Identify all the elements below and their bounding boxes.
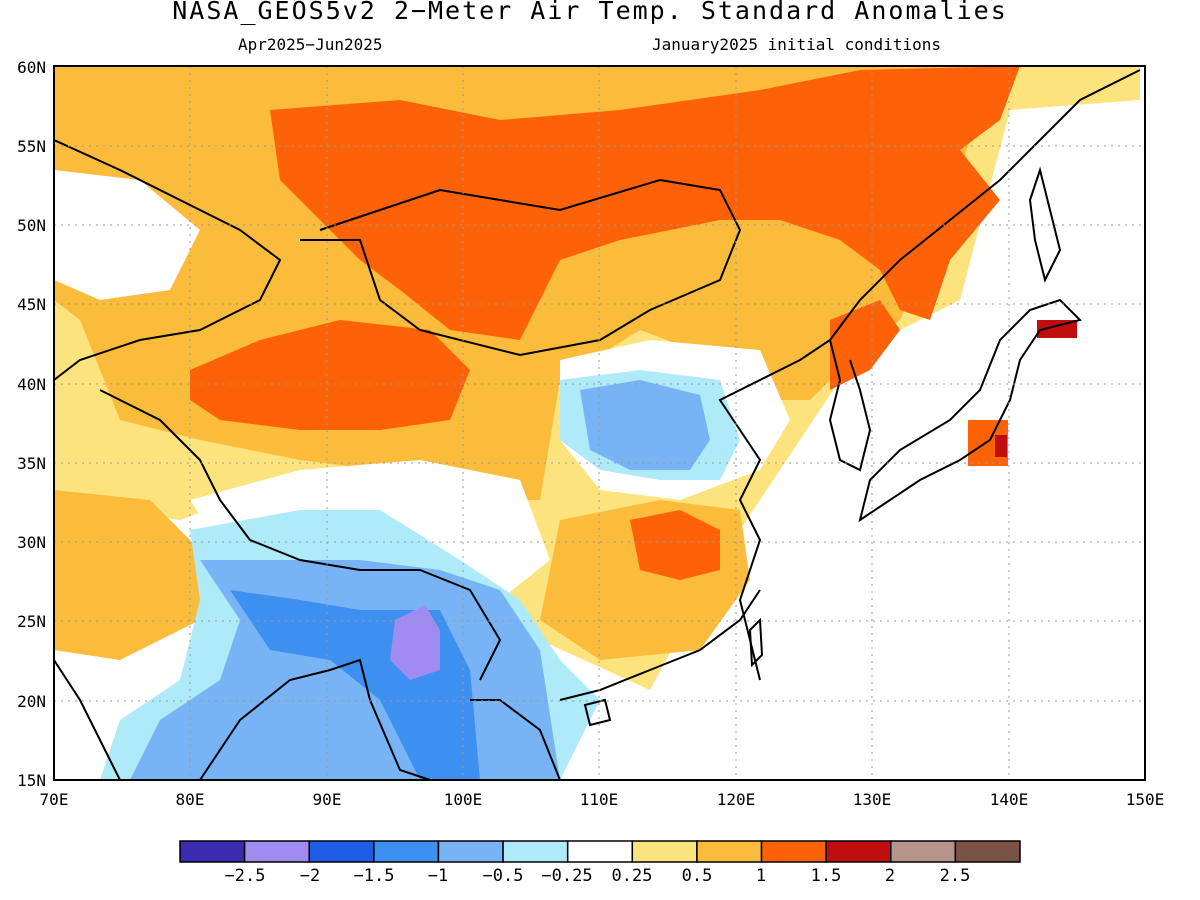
colorbar-swatch: [954, 840, 1021, 863]
anomaly-1.5-ne-china: [830, 300, 900, 390]
colorbar-tick-label: −0.25: [541, 866, 593, 886]
colorbar-tick-label: 2.5: [939, 866, 971, 886]
lon-label-90e: 90E: [312, 790, 342, 809]
anomaly-minus2.5-core: [390, 605, 440, 680]
lat-label-45n: 45N: [17, 295, 46, 314]
plot-frame: [53, 65, 1146, 781]
lon-label-140e: 140E: [989, 790, 1029, 809]
coastline-taiwan: [748, 617, 764, 668]
colorbar-swatch: [890, 840, 957, 863]
colorbar-tick-label: −1.5: [353, 866, 395, 886]
initial-conditions: January2025 initial conditions: [652, 35, 941, 54]
anomaly-1-sw-region: [54, 490, 210, 660]
coastline: [718, 69, 1141, 681]
colorbar-tick-label: 2: [884, 866, 896, 886]
colorbar-tick-label: 0.5: [681, 866, 713, 886]
colorbar-swatch: [502, 840, 569, 863]
colorbar-swatch: [631, 840, 698, 863]
anomaly-2-hokkaido: [1037, 320, 1077, 338]
lat-label-50n: 50N: [17, 216, 46, 235]
lon-label-110e: 110E: [579, 790, 619, 809]
colorbar-swatch: [437, 840, 504, 863]
coastline-hainan: [583, 698, 612, 727]
gridlines: [54, 66, 1145, 780]
near-zero-kazakh: [54, 170, 200, 300]
anomaly-2-japan: [995, 435, 1007, 457]
colorbar-tick-label: 1: [755, 866, 767, 886]
lat-label-15n: 15N: [17, 771, 46, 790]
colorbar-swatch: [308, 840, 375, 863]
anomaly-1.5-central-china: [630, 510, 720, 580]
lon-label-100e: 100E: [443, 790, 483, 809]
colorbar-swatch: [373, 840, 440, 863]
chart-title: NASA_GEOS5v2 2−Meter Air Temp. Standard …: [172, 0, 1008, 25]
colorbar-swatch: [179, 840, 246, 863]
lon-label-130e: 130E: [852, 790, 892, 809]
lat-label-25n: 25N: [17, 612, 46, 631]
lat-label-40n: 40N: [17, 375, 46, 394]
colorbar-tick-label: −2.5: [224, 866, 266, 886]
colorbar-swatch: [825, 840, 892, 863]
anomaly-1.5-tarim: [190, 320, 470, 430]
colorbar-tick-label: −0.5: [482, 866, 524, 886]
coastline-sakhalin: [1028, 166, 1062, 283]
forecast-period: Apr2025−Jun2025: [238, 35, 383, 54]
colorbar-tick-label: −1: [427, 866, 449, 886]
lat-label-35n: 35N: [17, 454, 46, 473]
colorbar-swatch: [566, 840, 634, 863]
anomaly-1.5-north-band: [270, 66, 1020, 340]
lon-label-80e: 80E: [175, 790, 205, 809]
colorbar-tick-label: −2: [299, 866, 321, 886]
colorbar-tick-label: 1.5: [810, 866, 842, 886]
colorbar-swatch: [696, 840, 763, 863]
lat-label-30n: 30N: [17, 533, 46, 552]
colorbar-tick-label: 0.25: [611, 866, 653, 886]
coastline-south-china: [559, 589, 761, 701]
colorbar-swatch: [760, 840, 827, 863]
coastline-japan: [858, 298, 1082, 523]
coastline-korea: [828, 339, 872, 472]
lat-label-20n: 20N: [17, 692, 46, 711]
colorbar: [179, 840, 1021, 863]
border-west: [54, 139, 502, 681]
lat-label-60n: 60N: [17, 58, 46, 77]
lon-label-120e: 120E: [716, 790, 756, 809]
lat-label-55n: 55N: [17, 137, 46, 156]
anomaly-minus0.5-north-china: [580, 380, 710, 470]
colorbar-swatch: [243, 840, 310, 863]
border-mongolia: [300, 178, 742, 357]
lon-label-70e: 70E: [39, 790, 69, 809]
lon-label-150e: 150E: [1125, 790, 1165, 809]
coastline-india: [54, 658, 561, 780]
